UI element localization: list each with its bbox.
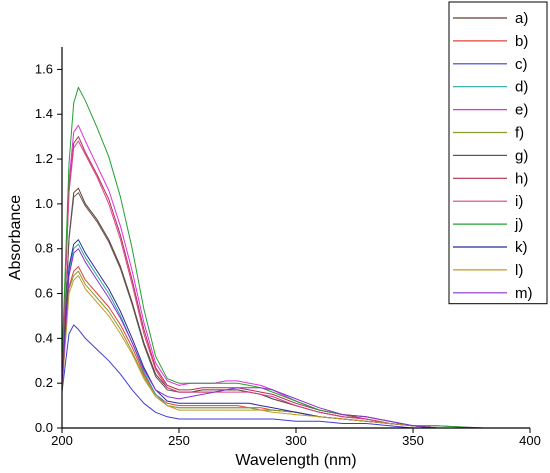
series-line-13 (61, 248, 530, 429)
legend-label-9: i) (515, 193, 523, 210)
x-tick-label: 200 (51, 433, 73, 448)
legend-label-12: l) (515, 262, 523, 279)
legend-label-1: a) (515, 10, 528, 27)
y-tick-label: 1.2 (35, 151, 53, 166)
x-tick-label: 250 (168, 433, 190, 448)
y-tick-label: 0.8 (35, 241, 53, 256)
legend-label-8: h) (515, 170, 528, 187)
x-tick-label: 350 (402, 433, 424, 448)
legend-label-5: e) (515, 102, 528, 119)
y-axis-title: Absorbance (7, 195, 24, 280)
series-line-9 (61, 140, 530, 429)
x-tick-label: 300 (285, 433, 307, 448)
ticks: 200 250 300 350 400 0.0 0.2 0.4 0.6 0.8 1.0 1.2 1.4 1… (35, 61, 541, 448)
y-tick-label: 0.0 (35, 420, 53, 435)
y-tick-label: 0.4 (35, 330, 53, 345)
legend-label-10: j) (514, 216, 523, 233)
legend-label-13: m) (515, 285, 533, 302)
y-tick-label: 1.4 (35, 106, 53, 121)
y-tick-label: 0.2 (35, 375, 53, 390)
y-tick-label: 0.6 (35, 286, 53, 301)
series-line-3 (61, 324, 530, 429)
legend-label-7: g) (515, 147, 528, 164)
legend-box (448, 1, 548, 305)
plot-lines (61, 86, 530, 429)
legend-label-3: c) (515, 56, 528, 73)
legend-label-6: f) (515, 125, 524, 142)
legend: a) b) c) d) e) f) g) h) i) j) k) l) m) (448, 1, 548, 305)
y-tick-label: 1.6 (35, 61, 53, 76)
x-tick-label: 400 (519, 433, 541, 448)
series-line-12 (61, 275, 530, 429)
legend-label-4: d) (515, 79, 528, 96)
legend-label-11: k) (515, 239, 528, 256)
y-tick-label: 1.0 (35, 196, 53, 211)
legend-label-2: b) (515, 33, 528, 50)
x-axis-title: Wavelength (nm) (235, 452, 356, 469)
